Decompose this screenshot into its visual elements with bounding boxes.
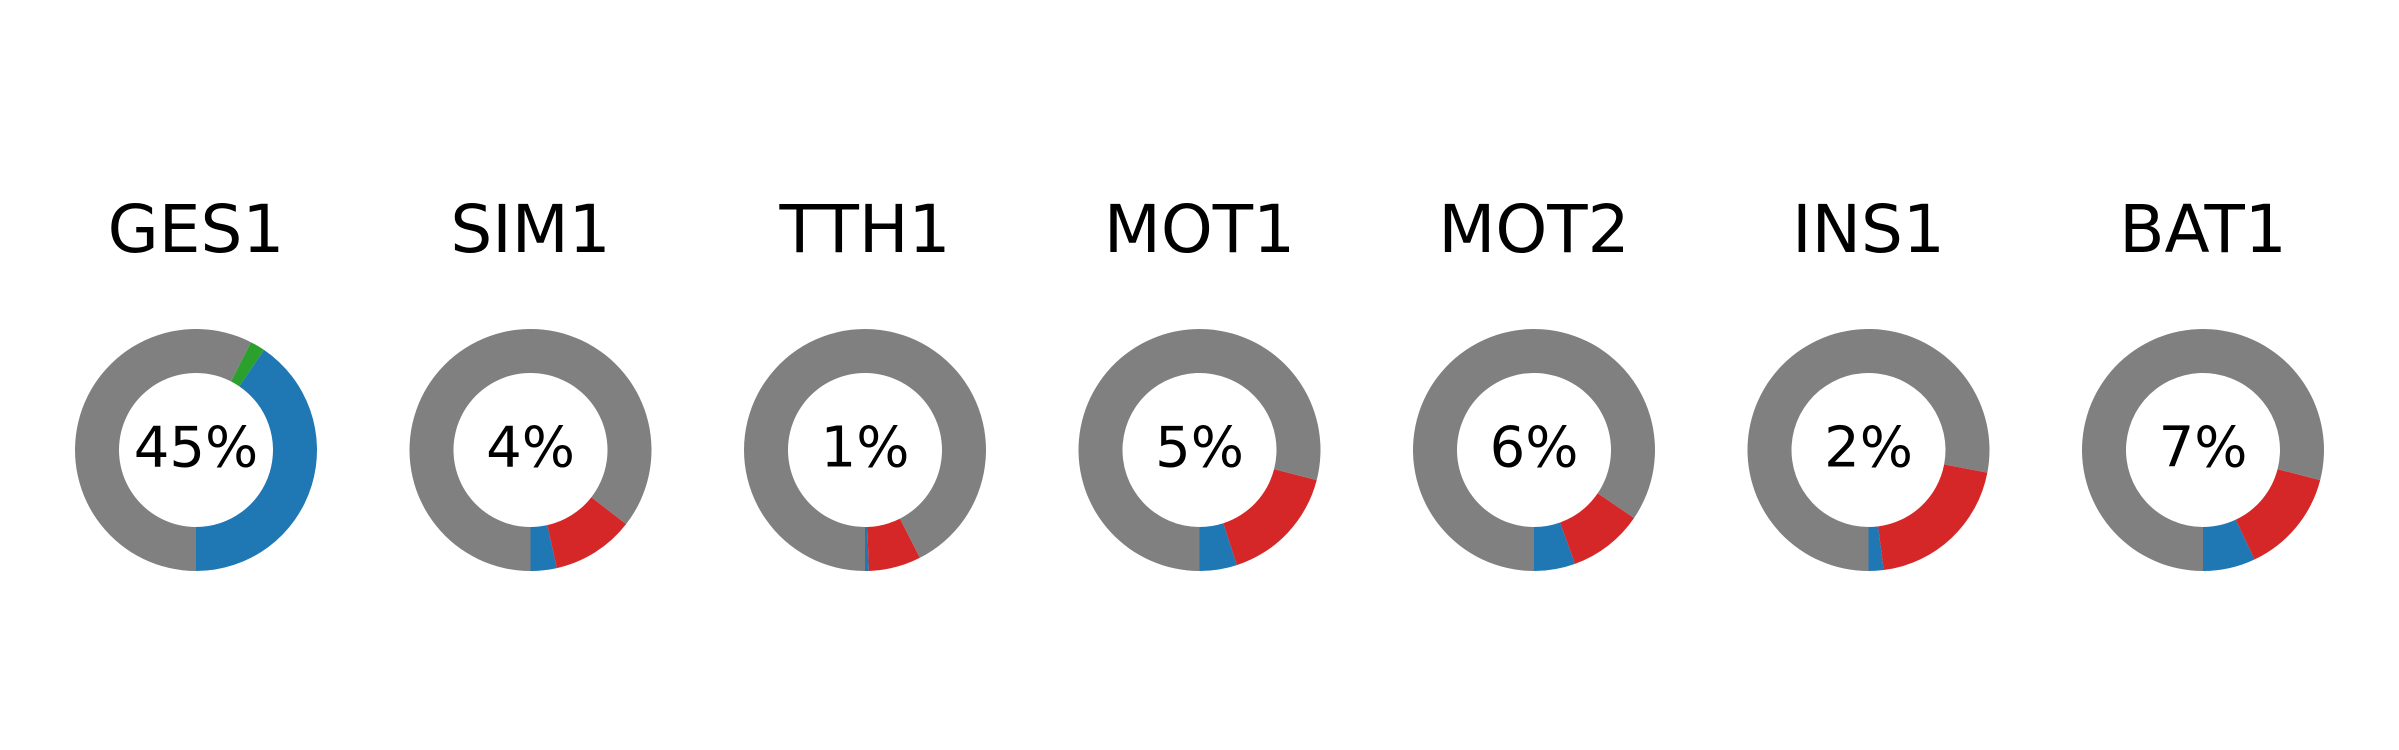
donut-chart-ges1: GES1 45% [74, 191, 317, 571]
chart-title: BAT1 [2119, 191, 2287, 268]
donut-slice-blue [530, 525, 557, 571]
donut-slice-red [1878, 464, 1988, 571]
donut-slice-blue [2203, 519, 2255, 571]
donut-slice-other [1413, 329, 1656, 571]
donut-slice-other [1747, 328, 1990, 571]
center-percent-label: 6% [1490, 416, 1579, 481]
chart-title: GES1 [108, 191, 285, 268]
donut-slice-other [74, 329, 251, 571]
donut-slice-blue [865, 526, 869, 571]
donut-slice-blue [196, 349, 317, 571]
chart-title: TTH1 [778, 191, 950, 268]
donut-slice-red [1560, 493, 1635, 564]
center-percent-label: 5% [1155, 416, 1244, 481]
donut-slice-green [230, 342, 265, 387]
donut-slice-other [409, 328, 652, 571]
donut-chart-sim1: SIM1 4% [409, 191, 652, 571]
center-percent-label: 1% [821, 416, 910, 481]
donut-slice-red [547, 497, 627, 569]
donut-chart-tth1: TTH1 1% [744, 191, 987, 571]
center-percent-label: 4% [486, 416, 575, 481]
donut-slice-red [2235, 469, 2321, 560]
chart-title: SIM1 [450, 191, 610, 268]
donut-chart-bat1: BAT1 7% [2082, 191, 2324, 571]
donut-slice-other [2082, 328, 2324, 571]
donut-slice-other [744, 328, 987, 571]
chart-title: INS1 [1792, 191, 1945, 268]
donut-slice-blue [1534, 522, 1575, 571]
donut-slice-blue [1199, 523, 1237, 571]
donut-chart-ins1: INS1 2% [1747, 191, 1990, 571]
donut-slice-red [1223, 469, 1317, 566]
center-percent-label: 2% [1824, 416, 1913, 481]
donut-slice-red [867, 518, 920, 571]
chart-title: MOT1 [1104, 191, 1295, 268]
center-percent-label: 7% [2159, 416, 2248, 481]
donut-chart-mot2: MOT2 6% [1413, 191, 1656, 571]
donut-chart-mot1: MOT1 5% [1078, 191, 1321, 571]
donut-slice-blue [1868, 526, 1884, 571]
center-percent-label: 45% [134, 416, 258, 481]
chart-title: MOT2 [1438, 191, 1629, 268]
donut-slice-other [1078, 328, 1321, 571]
